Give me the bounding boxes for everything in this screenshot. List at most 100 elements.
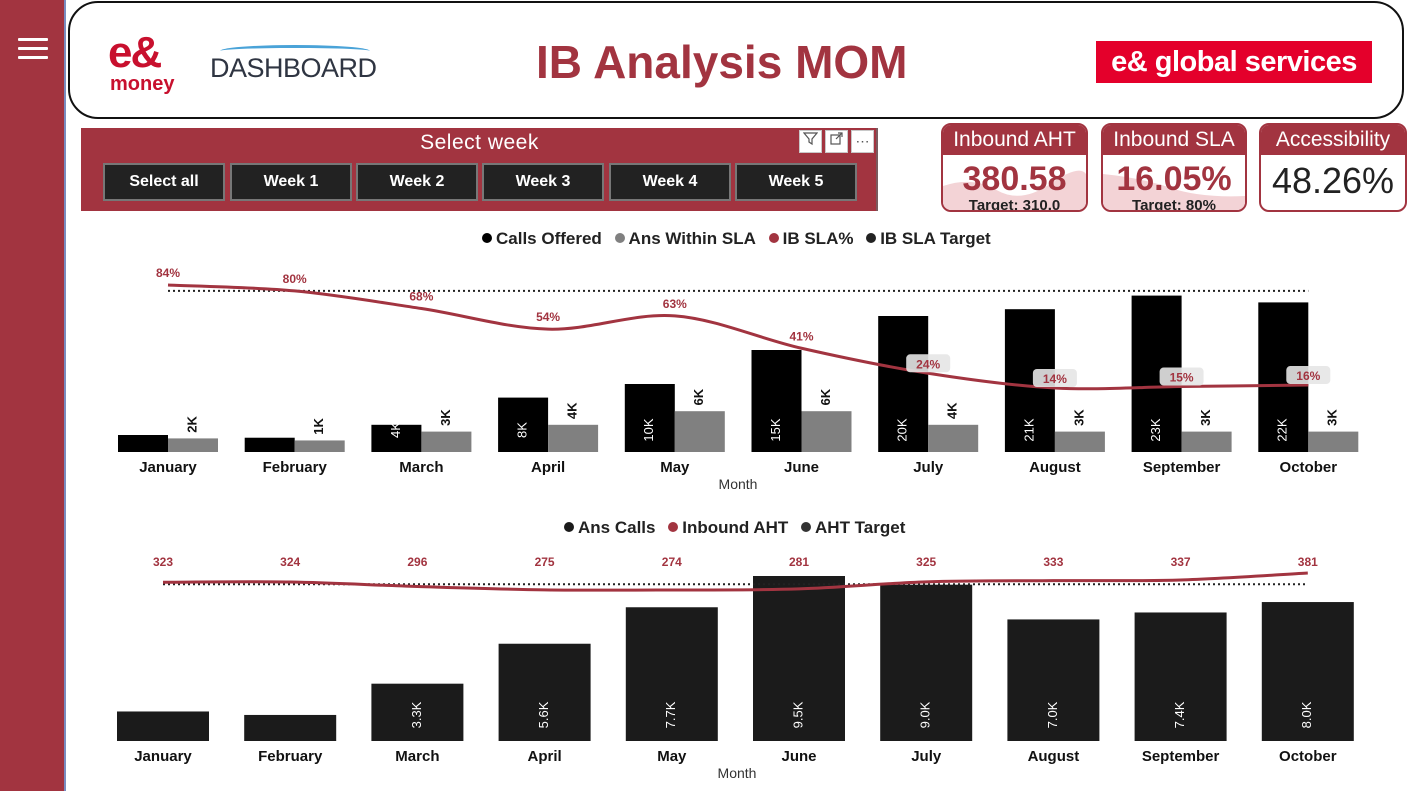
chart1-legend: Calls Offered Ans Within SLA IB SLA% IB … (482, 229, 999, 249)
x-tick-label: April (531, 459, 565, 476)
ib-sla-line[interactable] (167, 283, 1309, 391)
bar-data-label: 15K (768, 418, 783, 441)
bar-calls-offered[interactable] (371, 424, 422, 452)
bar-ans-within-sla[interactable] (168, 438, 218, 452)
bar-ans-within-sla[interactable] (1181, 431, 1232, 452)
menu-icon[interactable] (18, 38, 48, 62)
slicer-title: Select week (420, 131, 539, 154)
week-button-1[interactable]: Week 1 (230, 163, 352, 201)
x-tick-label: October (1280, 459, 1338, 476)
line-data-label: 63% (663, 297, 687, 311)
bar-ans-calls[interactable] (880, 584, 973, 741)
bar-ans-calls[interactable] (1007, 619, 1100, 741)
line-data-label: 275 (535, 555, 555, 569)
bar-data-label: 9.0K (918, 701, 933, 728)
eand-money-logo: e& money (108, 28, 175, 95)
x-tick-label: August (1028, 748, 1080, 765)
x-tick-label: September (1143, 459, 1221, 476)
legend-item[interactable]: Calls Offered (482, 229, 602, 249)
bar-ans-within-sla[interactable] (548, 424, 599, 452)
header: e& money DASHBOARD IB Analysis MOM e& gl… (68, 1, 1404, 119)
week-button-5[interactable]: Week 5 (735, 163, 857, 201)
calls-sla-chart: 2K January 1K February 4K 3K March 8K 4K April 10K… (118, 266, 1359, 492)
x-tick-label: June (784, 459, 819, 476)
bar-data-label: 10K (641, 418, 656, 441)
x-tick-label: March (395, 748, 439, 765)
line-data-label: 41% (789, 329, 813, 343)
bar-ans-within-sla[interactable] (1054, 431, 1105, 452)
week-button-2[interactable]: Week 2 (356, 163, 478, 201)
bar-data-label: 7.7K (663, 701, 678, 728)
bar-calls-offered[interactable] (878, 316, 929, 452)
bar-ans-calls[interactable] (117, 711, 209, 741)
bar-data-label: 7.0K (1045, 701, 1060, 728)
line-data-label: 80% (283, 272, 307, 286)
bar-calls-offered[interactable] (751, 350, 802, 452)
kpi-title: Accessibility (1261, 125, 1405, 155)
line-data-label: 296 (407, 555, 427, 569)
dashboard-logo: DASHBOARD (210, 45, 377, 84)
bar-ans-within-sla[interactable] (421, 431, 472, 452)
bar-ans-calls[interactable] (244, 714, 337, 741)
bar-calls-offered[interactable] (624, 384, 675, 452)
bar-data-label: 6K (691, 388, 706, 405)
kpi-title: Inbound AHT (943, 125, 1086, 155)
legend-item[interactable]: Ans Within SLA (614, 229, 756, 249)
kpi-value: 16.05% (1116, 160, 1232, 198)
eand-global-services-logo: e& global services (1096, 41, 1372, 83)
bar-data-label: 3K (1325, 409, 1340, 426)
line-data-label: 381 (1298, 555, 1318, 569)
bar-ans-within-sla[interactable] (928, 424, 979, 452)
line-data-label: 337 (1171, 555, 1191, 569)
bar-data-label: 6K (818, 388, 833, 405)
bar-ans-calls[interactable] (1134, 612, 1227, 741)
x-tick-label: May (657, 748, 687, 765)
legend-item[interactable]: Inbound AHT (668, 518, 788, 538)
more-options-icon[interactable]: ⋯ (851, 130, 874, 153)
week-button-3[interactable]: Week 3 (482, 163, 604, 201)
bar-calls-offered[interactable] (118, 435, 168, 452)
line-label-bg (906, 354, 951, 373)
line-label-bg (1032, 369, 1077, 387)
bar-data-label: 8K (515, 422, 530, 438)
week-button-select-all[interactable]: Select all (103, 163, 225, 201)
bar-ans-calls[interactable] (625, 607, 718, 741)
x-tick-label: February (258, 748, 323, 765)
x-tick-label: August (1029, 459, 1081, 476)
kpi-target: Target: 310.0 (968, 197, 1061, 212)
kpi-title: Inbound SLA (1103, 125, 1245, 155)
focus-mode-icon[interactable] (825, 130, 848, 153)
inbound-aht-line[interactable] (162, 571, 1308, 592)
kpi-value: 380.58 (962, 160, 1067, 198)
line-data-label: 84% (156, 266, 180, 280)
bar-ans-within-sla[interactable] (1308, 431, 1359, 452)
legend-item[interactable]: IB SLA% (768, 229, 853, 249)
bar-calls-offered[interactable] (244, 437, 295, 452)
bar-data-label: 22K (1275, 418, 1290, 441)
legend-item[interactable]: Ans Calls (564, 518, 655, 538)
x-tick-label: October (1279, 748, 1337, 765)
line-label-bg (1286, 366, 1331, 385)
bar-ans-calls[interactable] (1261, 602, 1354, 741)
bar-ans-within-sla[interactable] (294, 440, 345, 452)
line-data-label: 274 (662, 555, 682, 569)
line-data-label: 54% (536, 310, 560, 324)
bar-ans-calls[interactable] (371, 683, 464, 741)
bar-calls-offered[interactable] (498, 397, 549, 452)
bar-ans-calls[interactable] (753, 576, 845, 741)
bar-data-label: 3K (438, 409, 453, 426)
bar-data-label: 8.0K (1299, 701, 1314, 728)
filter-icon[interactable] (799, 130, 822, 153)
bar-data-label: 4K (388, 422, 403, 438)
legend-item[interactable]: AHT Target (801, 518, 905, 538)
line-label-bg (1159, 367, 1204, 386)
bar-data-label: 3K (1198, 409, 1213, 426)
line-data-label: 24% (916, 357, 940, 371)
kpi-value: 48.26% (1271, 160, 1395, 201)
bar-ans-within-sla[interactable] (801, 411, 852, 452)
bar-ans-calls[interactable] (498, 643, 591, 741)
week-button-4[interactable]: Week 4 (609, 163, 731, 201)
x-axis-title: Month (719, 476, 758, 492)
legend-item[interactable]: IB SLA Target (866, 229, 991, 249)
bar-ans-within-sla[interactable] (674, 411, 725, 452)
